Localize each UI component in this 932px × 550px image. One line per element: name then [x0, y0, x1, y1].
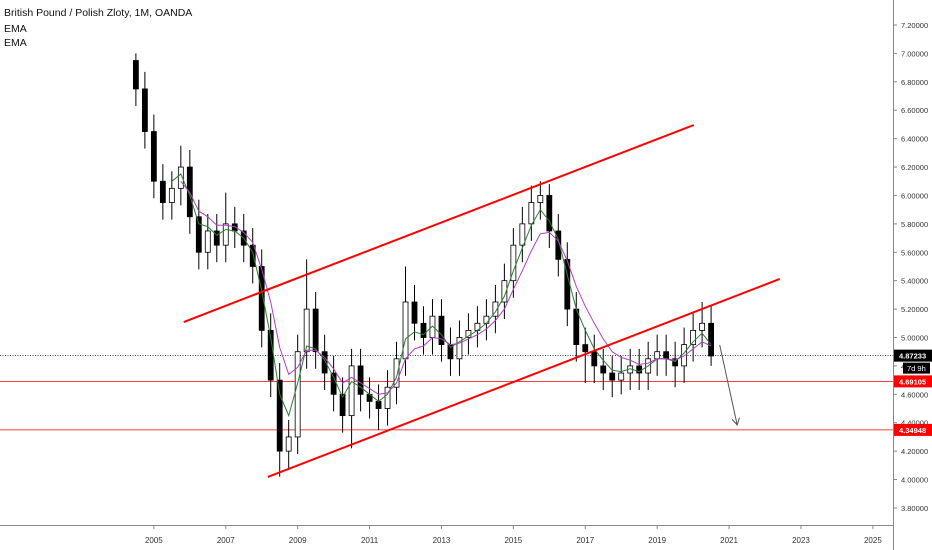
candle-body	[357, 365, 364, 395]
candle-body	[690, 329, 697, 346]
y-tick-label: 6.80000	[901, 78, 928, 87]
plot-area	[0, 53, 893, 478]
y-tick-label: 7.20000	[901, 21, 928, 30]
candle-body	[483, 315, 490, 324]
candle-body	[528, 202, 535, 225]
x-tick-label: 2005	[145, 536, 163, 545]
candle-body	[402, 301, 409, 360]
axes: 3.800004.000004.200004.400004.600004.800…	[145, 21, 932, 545]
candle-body	[510, 244, 517, 282]
candle-body	[582, 344, 589, 353]
y-tick-label: 5.60000	[901, 248, 928, 257]
candle-body	[672, 358, 679, 367]
candle-body	[159, 180, 166, 203]
y-tick-label: 5.20000	[901, 305, 928, 314]
candle-body	[618, 372, 625, 381]
candle-body	[393, 358, 400, 388]
y-tick-label: 6.60000	[901, 106, 928, 115]
candle-body	[654, 351, 661, 360]
y-tick-label: 4.40000	[901, 419, 928, 428]
candle-body	[177, 166, 184, 189]
candle-body	[330, 372, 337, 395]
candle-body	[294, 351, 301, 438]
x-tick-label: 2025	[864, 536, 882, 545]
candle-body	[555, 230, 562, 260]
candle-body	[258, 266, 265, 331]
x-tick-label: 2013	[433, 536, 451, 545]
candle-body	[663, 351, 670, 360]
y-tick-label: 5.80000	[901, 220, 928, 229]
y-tick-label: 6.40000	[901, 135, 928, 144]
price-level-badge	[894, 375, 932, 388]
candle-body	[708, 322, 714, 357]
x-tick-label: 2023	[792, 536, 810, 545]
candle-body	[456, 337, 463, 360]
candle-body	[222, 223, 229, 246]
candle-body	[276, 379, 283, 452]
price-level-badge	[894, 349, 932, 362]
candle-body	[537, 195, 544, 203]
candle-body	[141, 88, 148, 132]
ema-line	[180, 180, 712, 395]
candle-body	[150, 131, 157, 182]
ema-line	[171, 173, 712, 418]
y-tick-label: 6.20000	[901, 163, 928, 172]
price-level-label: 4.34948	[899, 426, 926, 435]
candle-body	[429, 315, 436, 338]
candle-body	[195, 216, 202, 253]
candle-body	[501, 280, 508, 303]
candle-body	[348, 365, 355, 417]
candle-body	[420, 322, 427, 338]
candle-body	[339, 393, 346, 417]
candle-body	[312, 308, 319, 353]
y-tick-label: 3.80000	[901, 504, 928, 513]
y-tick-label: 4.60000	[901, 390, 928, 399]
candle-body	[204, 230, 211, 253]
candle-body	[699, 322, 706, 331]
y-tick-label: 5.00000	[901, 334, 928, 343]
x-tick-label: 2017	[576, 536, 594, 545]
candle-body	[249, 244, 256, 267]
candle-body	[303, 308, 310, 353]
y-tick-label: 7.00000	[901, 49, 928, 58]
x-tick-label: 2015	[504, 536, 522, 545]
candle-body	[384, 386, 391, 409]
x-tick-label: 2011	[361, 536, 379, 545]
x-tick-label: 2007	[217, 536, 235, 545]
price-level-label: 4.69105	[899, 377, 926, 386]
legend-entry: EMA	[4, 23, 27, 35]
candle-body	[213, 230, 220, 246]
candle-body	[546, 195, 553, 232]
trendline	[267, 278, 781, 478]
x-tick-label: 2009	[289, 536, 307, 545]
y-tick-label: 4.20000	[901, 447, 928, 456]
candle-body	[519, 223, 526, 246]
candle-body	[132, 60, 139, 90]
countdown-badge	[903, 362, 930, 374]
candle-body	[600, 365, 607, 374]
y-tick-label: 5.40000	[901, 277, 928, 286]
x-tick-label: 2019	[648, 536, 666, 545]
candle-body	[411, 301, 418, 324]
chart-title: British Pound / Polish Zloty, 1M, OANDA	[4, 7, 192, 19]
countdown-label: 7d 9h	[907, 364, 926, 373]
candle-body	[609, 372, 616, 381]
candle-body	[492, 301, 499, 317]
price-level-badge	[894, 423, 932, 436]
price-level-label: 4.87233	[899, 352, 926, 361]
candle-body	[591, 351, 598, 367]
y-tick-label: 6.00000	[901, 191, 928, 200]
trendline	[183, 124, 695, 323]
candle-body	[285, 436, 292, 452]
x-tick-label: 2021	[720, 536, 738, 545]
legend-entry: EMA	[4, 37, 27, 49]
candle-body	[321, 351, 328, 374]
candle-body	[375, 401, 382, 409]
candle-body	[168, 187, 175, 203]
candle-body	[438, 315, 445, 346]
projection-arrow	[719, 344, 737, 424]
y-tick-label: 4.00000	[901, 476, 928, 485]
